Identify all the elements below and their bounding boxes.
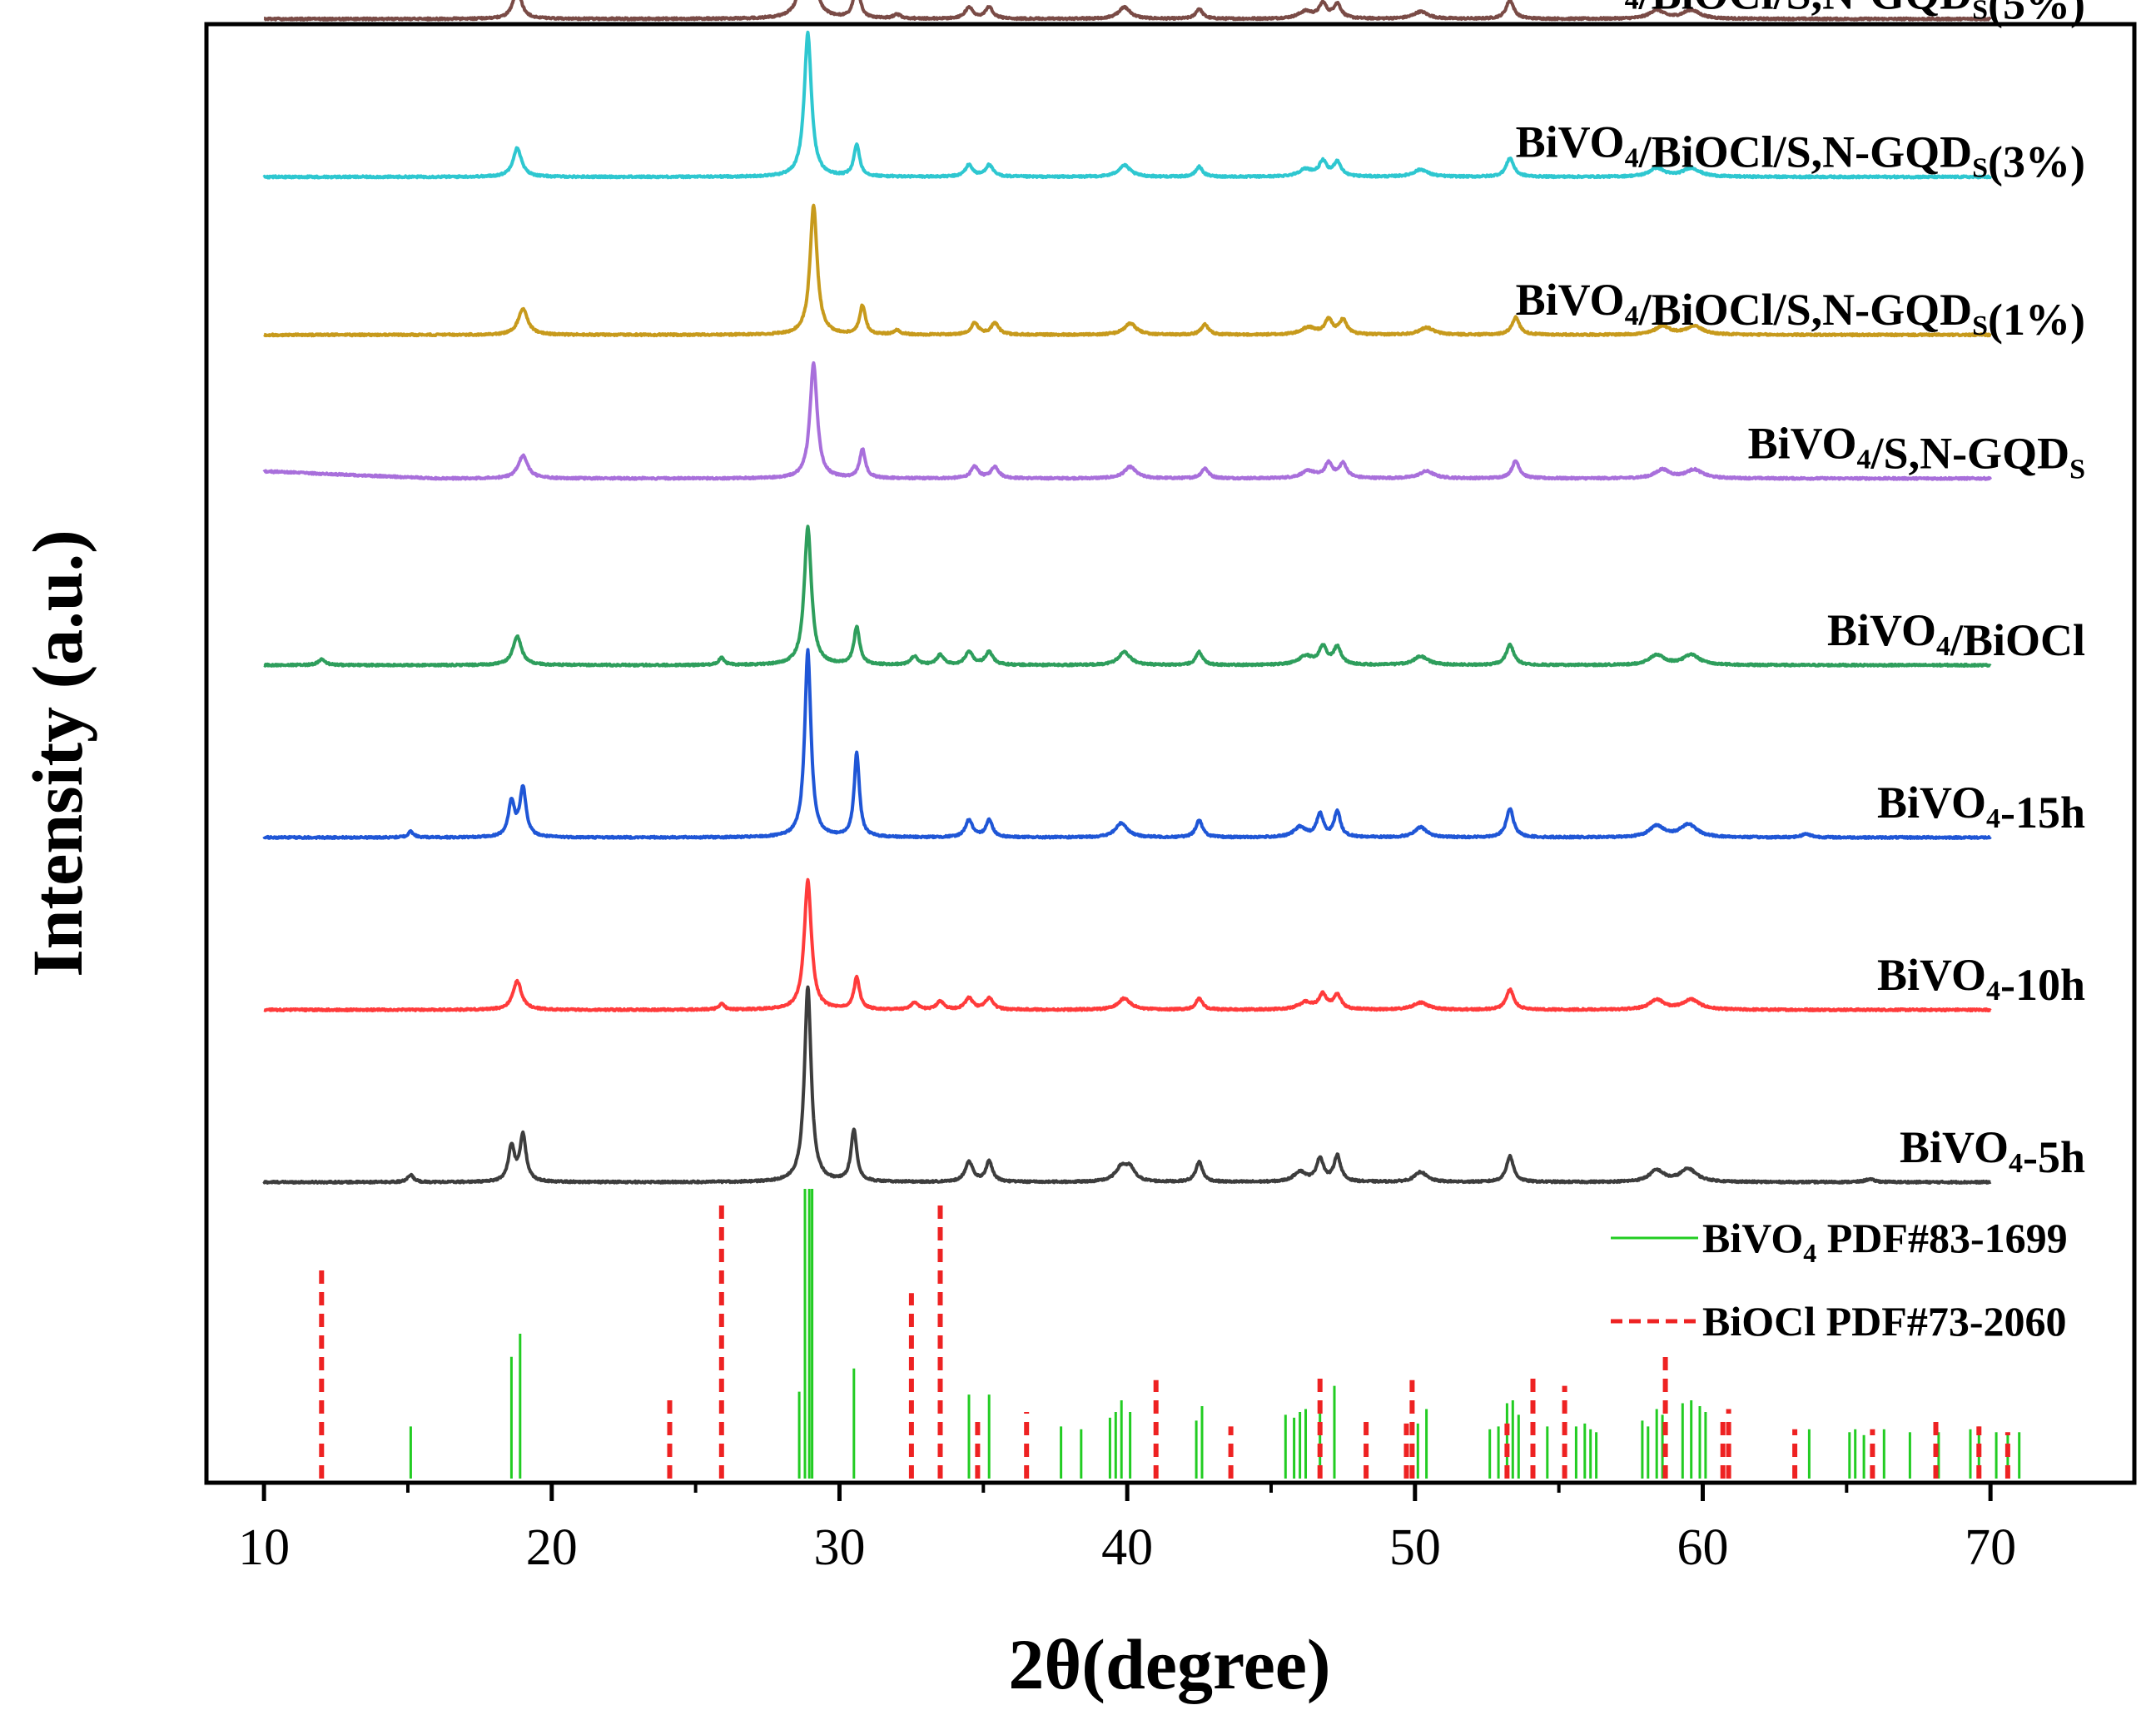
x-axis: 10 20 30 40 50 60 70 — [238, 1483, 2016, 1576]
reference-pattern-layer — [319, 1189, 2021, 1479]
reference-bivo4-pdf-83-1699 — [409, 1189, 2021, 1479]
plot-frame — [204, 22, 2137, 1485]
series-line-bivo4-5h — [262, 985, 1992, 1185]
series-line-bivo4-biocl — [262, 524, 1992, 668]
x-tick-label-50: 50 — [1389, 1519, 1441, 1576]
series-label-layer: BiVO4-5h BiVO4-10h BiVO4-15h BiVO4/BiOCl BiV… — [1516, 0, 2085, 1182]
x-tick-label-60: 60 — [1677, 1519, 1728, 1576]
y-axis-title: Intensity (a.u.) — [17, 529, 97, 977]
series-line-bivo4-biocl-s-n-gqds-3 — [262, 30, 1993, 180]
series-line-bivo4-10h — [262, 877, 1992, 1012]
x-tick-label-40: 40 — [1101, 1519, 1153, 1576]
legend: BiVO4 PDF#83-1699 BiOCl PDF#73-2060 — [1611, 1215, 2068, 1345]
series-label-bivo4-biocl-s-n-gqds-1: BiVO4/BiOCl/S,N-GQDS(1%) — [1516, 275, 2085, 345]
series-line-bivo4-15h — [262, 648, 1992, 840]
x-tick-label-10: 10 — [238, 1519, 290, 1576]
series-layer — [262, 0, 1993, 1185]
series-label-bivo4-s-n-gqds: BiVO4/S,N-GQDS — [1748, 419, 2085, 485]
reference-biocl-pdf-73-2060 — [319, 1203, 2010, 1479]
x-tick-label-30: 30 — [813, 1519, 865, 1576]
series-line-bivo4-biocl-s-n-gqds-5 — [262, 0, 1992, 22]
legend-label-biocl-pdf-73-2060: BiOCl PDF#73-2060 — [1702, 1298, 2066, 1345]
x-axis-title: 2θ(degree) — [1008, 1624, 1330, 1704]
series-line-bivo4-biocl-s-n-gqds-1 — [262, 203, 1992, 338]
series-line-bivo4-s-n-gqds — [262, 360, 1993, 481]
x-tick-label-70: 70 — [1965, 1519, 2016, 1576]
series-label-bivo4-biocl: BiVO4/BiOCl — [1827, 605, 2085, 665]
legend-label-bivo4-pdf-83-1699: BiVO4 PDF#83-1699 — [1702, 1215, 2068, 1268]
series-label-bivo4-15h: BiVO4-15h — [1877, 778, 2085, 838]
series-label-bivo4-biocl-s-n-gqds-3: BiVO4/BiOCl/S,N-GQDS(3%) — [1516, 117, 2085, 187]
series-label-bivo4-5h: BiVO4-5h — [1900, 1122, 2085, 1182]
x-tick-label-20: 20 — [526, 1519, 578, 1576]
series-label-bivo4-10h: BiVO4-10h — [1877, 950, 2085, 1010]
